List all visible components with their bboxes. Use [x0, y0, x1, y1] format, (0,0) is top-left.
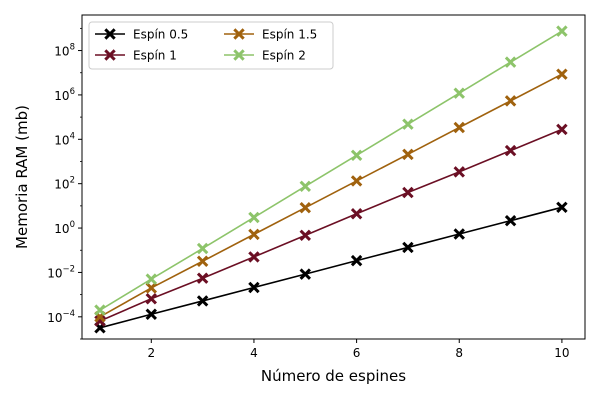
- x-axis-label: Número de espines: [261, 367, 406, 385]
- data-point: [453, 87, 465, 99]
- legend-item: Espín 0.5: [95, 28, 188, 42]
- y-tick-label: 108: [54, 43, 75, 59]
- data-point: [145, 308, 158, 321]
- data-point: [299, 201, 311, 214]
- data-point: [196, 242, 209, 255]
- data-point: [94, 304, 106, 316]
- y-tick-label: 100: [54, 220, 75, 236]
- data-point: [453, 166, 465, 178]
- legend-label: Espín 0.5: [133, 28, 188, 42]
- data-point: [556, 25, 568, 37]
- y-tick-label: 10−2: [47, 264, 75, 280]
- data-point: [248, 281, 260, 294]
- x-axis: 2 4 6 8 10: [147, 339, 570, 360]
- data-point: [402, 148, 414, 161]
- legend: Espín 0.5 Espín 1 Espín 1.5 Espín 2: [88, 21, 334, 70]
- data-point: [145, 282, 158, 294]
- legend-marker: [233, 49, 245, 61]
- data-point: [196, 295, 209, 307]
- series-3: [94, 68, 568, 323]
- legend-marker: [104, 28, 116, 40]
- legend-item: Espín 2: [224, 49, 306, 63]
- legend-label: Espín 1: [133, 49, 177, 63]
- data-point: [556, 123, 568, 136]
- data-point: [504, 95, 517, 107]
- data-point: [453, 121, 465, 134]
- data-point: [350, 175, 363, 187]
- legend-item: Espín 1: [95, 49, 177, 63]
- y-axis: 10−4 10−2 100 102 104 106 108: [47, 27, 82, 340]
- legend-label: Espín 1.5: [262, 28, 317, 42]
- series-2: [94, 123, 568, 327]
- data-point: [556, 201, 568, 214]
- x-tick-label: 6: [353, 346, 361, 360]
- data-point: [299, 229, 311, 242]
- y-tick-label: 10−4: [47, 309, 75, 325]
- data-point: [350, 208, 363, 220]
- series-line: [99, 128, 563, 322]
- series-line: [99, 30, 563, 311]
- data-point: [299, 268, 311, 280]
- data-point: [196, 272, 209, 284]
- data-point: [402, 186, 414, 199]
- data-point: [504, 56, 517, 68]
- data-point: [299, 180, 311, 193]
- data-point: [402, 241, 414, 254]
- x-tick-label: 8: [455, 346, 463, 360]
- x-tick-label: 2: [147, 346, 155, 360]
- data-point: [248, 251, 260, 263]
- data-point: [248, 228, 260, 241]
- legend-marker: [104, 49, 116, 61]
- series-line: [99, 73, 563, 318]
- plot-frame: [81, 14, 586, 340]
- data-point: [145, 273, 158, 285]
- data-point: [453, 228, 465, 240]
- data-point: [350, 254, 363, 267]
- y-tick-label: 102: [54, 176, 75, 192]
- y-axis-label: Memoria RAM (mb): [13, 105, 31, 249]
- legend-item: Espín 1.5: [224, 28, 317, 42]
- series-4: [94, 25, 568, 316]
- legend-marker: [233, 28, 245, 40]
- x-tick-label: 10: [554, 346, 569, 360]
- data-point: [145, 293, 158, 305]
- y-tick-label: 104: [54, 131, 75, 147]
- series-line: [99, 206, 563, 329]
- y-tick-label: 106: [54, 87, 75, 103]
- data-point: [504, 214, 517, 227]
- data-point: [402, 118, 414, 130]
- legend-label: Espín 2: [262, 49, 306, 63]
- data-point: [248, 211, 260, 224]
- x-tick-label: 4: [250, 346, 258, 360]
- data-point: [504, 144, 517, 157]
- data-point: [350, 149, 363, 162]
- data-point: [556, 68, 568, 80]
- series-1: [94, 201, 568, 334]
- data-point: [196, 255, 209, 267]
- series-layer: [94, 25, 568, 334]
- legend-box: [88, 21, 334, 70]
